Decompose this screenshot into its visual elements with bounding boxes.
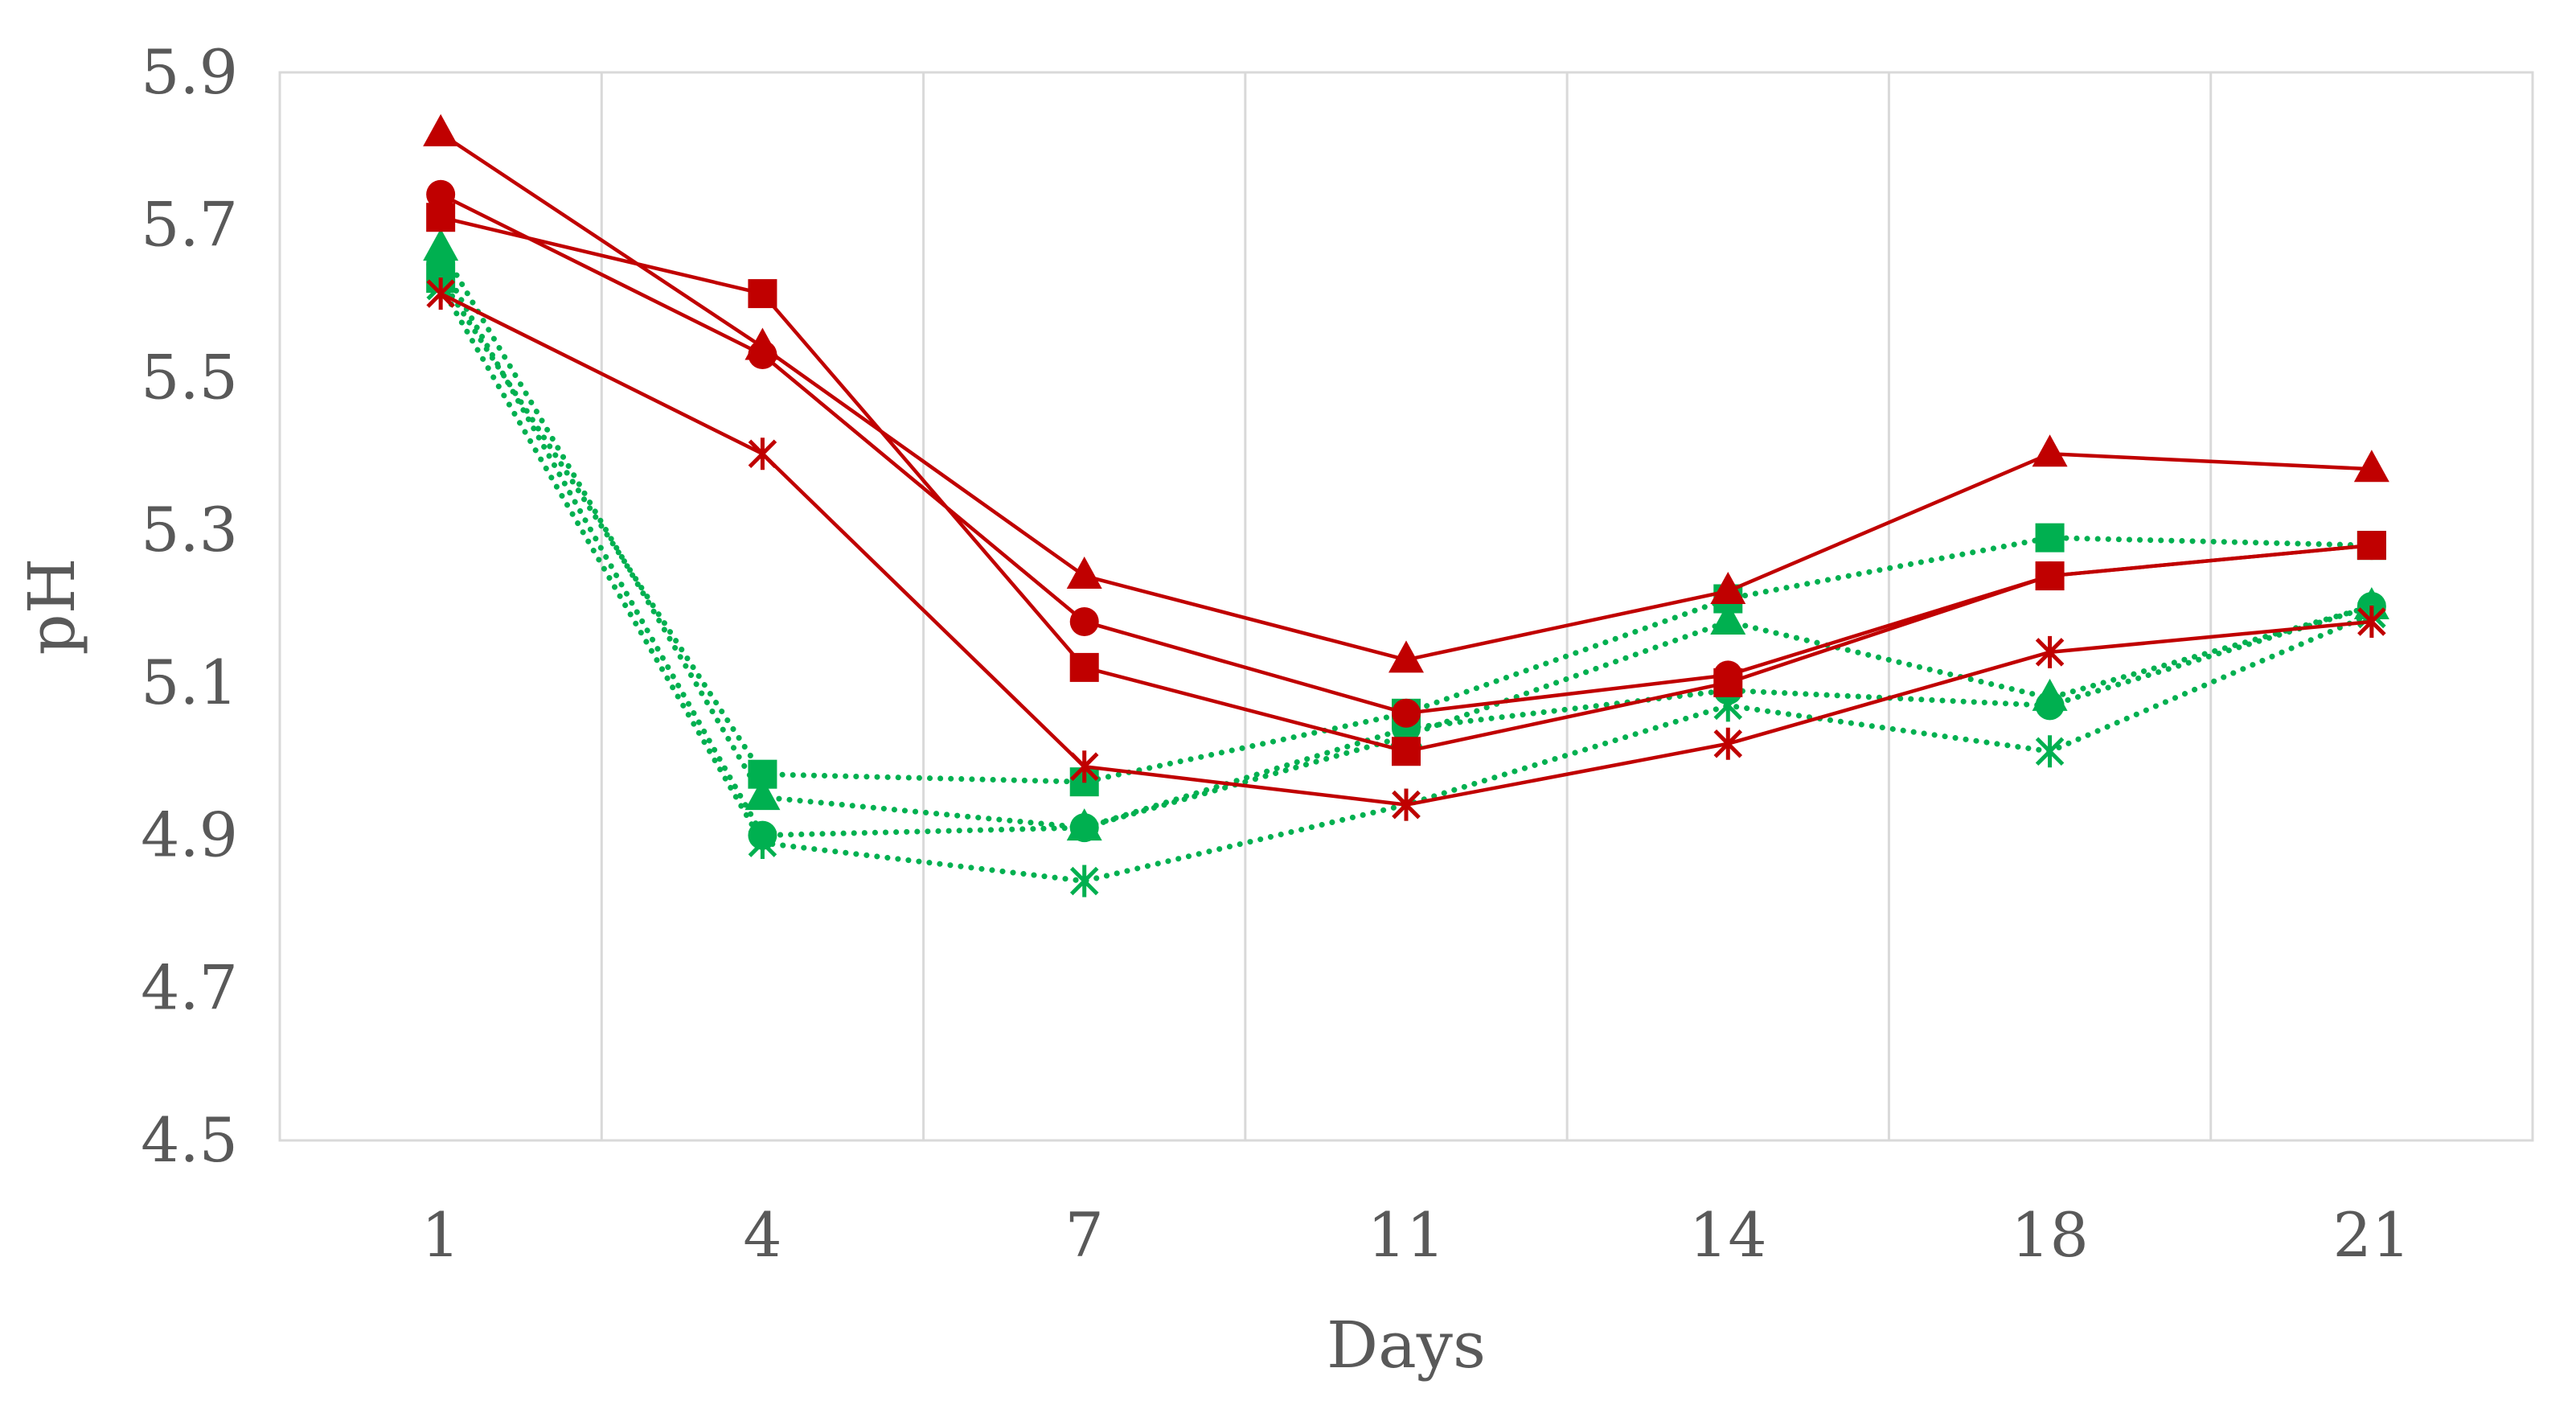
series-red-triangle xyxy=(423,113,2389,673)
green-star-point xyxy=(748,827,777,860)
red-square-point xyxy=(1392,737,1421,766)
y-tick-label: 5.5 xyxy=(141,341,238,413)
red-star-point xyxy=(2357,605,2386,638)
series-line-red-triangle xyxy=(439,132,2372,662)
red-star-point xyxy=(426,277,455,310)
gridlines xyxy=(600,72,2213,1140)
red-triangle-point xyxy=(1388,640,1424,673)
y-tick-label: 5.1 xyxy=(141,647,238,718)
green-square-point xyxy=(2035,523,2065,553)
red-square-point xyxy=(1069,652,1099,682)
red-star-point xyxy=(748,438,777,470)
red-square-point xyxy=(2035,561,2065,591)
red-triangle-point xyxy=(1066,557,1102,590)
red-circle-point xyxy=(748,339,777,369)
x-tick-label: 21 xyxy=(2332,1199,2410,1271)
red-triangle-point xyxy=(2353,450,2389,483)
green-triangle-point xyxy=(1710,602,1746,635)
series-red-square xyxy=(426,203,2386,766)
y-tick-label: 5.3 xyxy=(141,494,238,565)
x-tick-label: 4 xyxy=(743,1199,781,1271)
x-tick-label: 7 xyxy=(1065,1199,1104,1271)
red-triangle-point xyxy=(1710,572,1746,605)
green-triangle-point xyxy=(744,778,781,811)
red-star-point xyxy=(1392,788,1421,821)
red-star-point xyxy=(1713,727,1743,760)
red-circle-point xyxy=(426,179,456,209)
y-tick-label: 5.9 xyxy=(141,36,238,108)
y-tick-label: 4.5 xyxy=(141,1104,238,1176)
x-tick-label: 14 xyxy=(1689,1199,1767,1271)
red-square-point xyxy=(1713,668,1743,697)
red-square-point xyxy=(748,279,777,309)
green-circle-point xyxy=(2035,691,2065,721)
y-tick-label: 5.7 xyxy=(141,189,238,261)
y-tick-label: 4.7 xyxy=(141,951,238,1023)
series-group xyxy=(423,113,2389,898)
red-star-point xyxy=(1069,750,1099,783)
red-square-point xyxy=(2357,531,2386,561)
series-red-star xyxy=(426,277,2386,821)
y-axis-ticks: 4.5 4.7 4.9 5.1 5.3 5.5 5.7 5.9 xyxy=(141,36,238,1176)
green-square-point xyxy=(748,759,777,789)
plot-area-border xyxy=(278,71,2534,1142)
y-axis-title: pH xyxy=(14,558,89,655)
red-square-point xyxy=(426,203,456,232)
green-star-point xyxy=(2035,735,2065,768)
red-star-point xyxy=(2035,635,2065,668)
red-circle-point xyxy=(1069,606,1099,636)
green-star-point xyxy=(1069,865,1099,898)
x-tick-label: 1 xyxy=(421,1199,460,1271)
red-circle-point xyxy=(1392,698,1421,728)
x-axis-title: Days xyxy=(1327,1308,1486,1383)
green-circle-point xyxy=(1069,813,1099,843)
red-triangle-point xyxy=(2032,434,2068,467)
x-tick-label: 18 xyxy=(2011,1199,2089,1271)
x-tick-label: 11 xyxy=(1368,1199,1446,1271)
y-tick-label: 4.9 xyxy=(141,799,238,871)
red-triangle-point xyxy=(423,113,459,146)
x-axis-ticks: 1 4 7 11 14 18 21 xyxy=(421,1199,2410,1271)
